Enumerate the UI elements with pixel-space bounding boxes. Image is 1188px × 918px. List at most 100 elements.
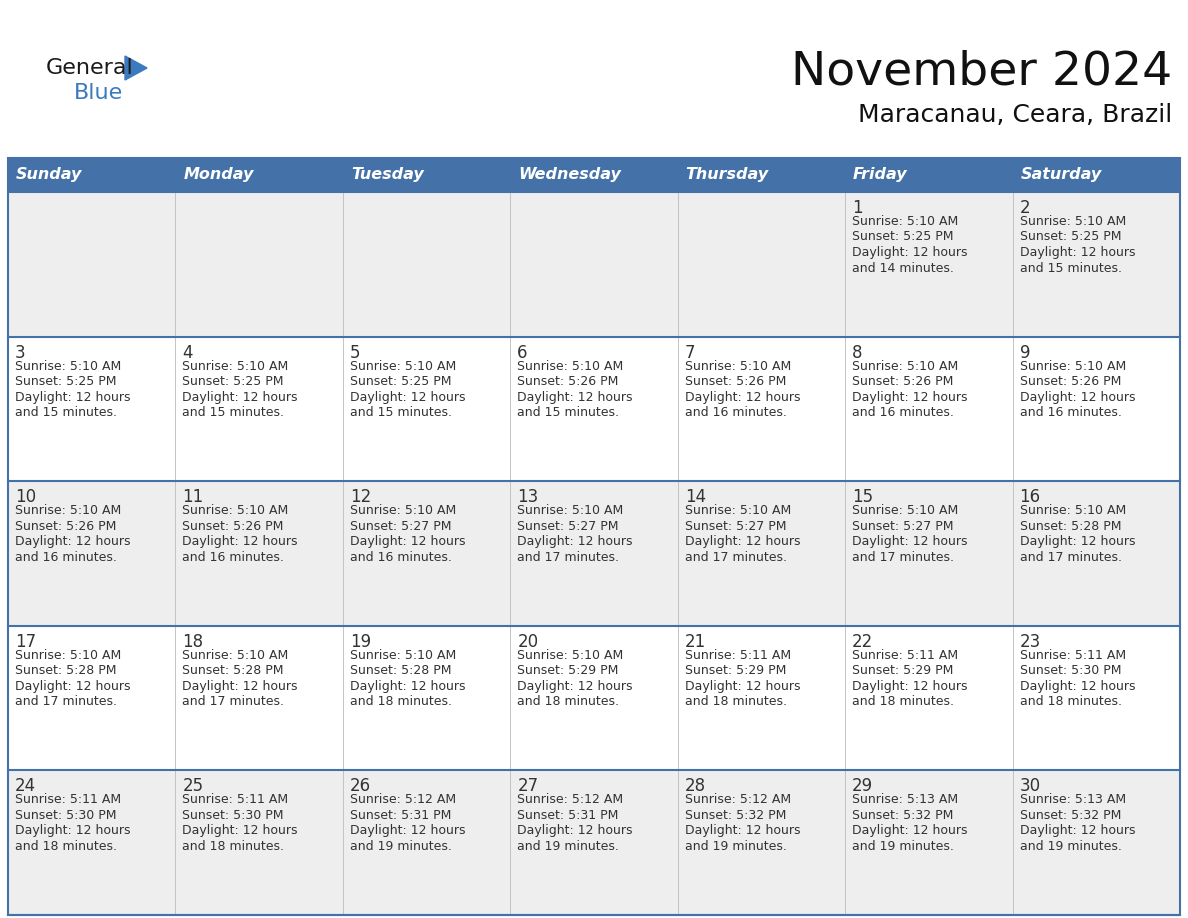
Text: Daylight: 12 hours: Daylight: 12 hours — [1019, 824, 1135, 837]
Text: Daylight: 12 hours: Daylight: 12 hours — [349, 824, 466, 837]
Text: and 19 minutes.: and 19 minutes. — [684, 840, 786, 853]
Text: and 15 minutes.: and 15 minutes. — [517, 406, 619, 420]
Text: Daylight: 12 hours: Daylight: 12 hours — [1019, 680, 1135, 693]
Text: Wednesday: Wednesday — [518, 167, 621, 183]
Text: Daylight: 12 hours: Daylight: 12 hours — [852, 680, 968, 693]
Text: and 19 minutes.: and 19 minutes. — [349, 840, 451, 853]
Text: Sunrise: 5:10 AM: Sunrise: 5:10 AM — [15, 504, 121, 517]
Text: Sunrise: 5:10 AM: Sunrise: 5:10 AM — [349, 360, 456, 373]
Text: Sunset: 5:25 PM: Sunset: 5:25 PM — [183, 375, 284, 388]
Text: 6: 6 — [517, 343, 527, 362]
Text: 14: 14 — [684, 488, 706, 506]
Text: Sunrise: 5:10 AM: Sunrise: 5:10 AM — [852, 215, 959, 228]
Text: Sunset: 5:32 PM: Sunset: 5:32 PM — [1019, 809, 1121, 822]
Text: Sunrise: 5:10 AM: Sunrise: 5:10 AM — [1019, 504, 1126, 517]
Text: 28: 28 — [684, 778, 706, 795]
Text: Sunset: 5:26 PM: Sunset: 5:26 PM — [852, 375, 954, 388]
Text: and 18 minutes.: and 18 minutes. — [183, 840, 284, 853]
Text: and 16 minutes.: and 16 minutes. — [349, 551, 451, 564]
Text: and 19 minutes.: and 19 minutes. — [852, 840, 954, 853]
Text: Daylight: 12 hours: Daylight: 12 hours — [852, 535, 968, 548]
Text: Daylight: 12 hours: Daylight: 12 hours — [183, 824, 298, 837]
Text: and 17 minutes.: and 17 minutes. — [183, 695, 284, 709]
Text: Sunset: 5:30 PM: Sunset: 5:30 PM — [1019, 665, 1121, 677]
Polygon shape — [125, 56, 147, 80]
Text: Sunrise: 5:10 AM: Sunrise: 5:10 AM — [1019, 360, 1126, 373]
Text: and 18 minutes.: and 18 minutes. — [1019, 695, 1121, 709]
Text: Sunset: 5:32 PM: Sunset: 5:32 PM — [684, 809, 786, 822]
Text: and 19 minutes.: and 19 minutes. — [1019, 840, 1121, 853]
Text: Daylight: 12 hours: Daylight: 12 hours — [183, 535, 298, 548]
Bar — [8, 337, 1180, 481]
Text: and 17 minutes.: and 17 minutes. — [852, 551, 954, 564]
Bar — [343, 158, 511, 192]
Text: Sunset: 5:29 PM: Sunset: 5:29 PM — [517, 665, 619, 677]
Text: Sunrise: 5:12 AM: Sunrise: 5:12 AM — [349, 793, 456, 806]
Text: 21: 21 — [684, 633, 706, 651]
Text: 27: 27 — [517, 778, 538, 795]
Text: Sunrise: 5:13 AM: Sunrise: 5:13 AM — [852, 793, 959, 806]
Text: 2: 2 — [1019, 199, 1030, 217]
Text: and 16 minutes.: and 16 minutes. — [183, 551, 284, 564]
Text: 8: 8 — [852, 343, 862, 362]
Text: Sunset: 5:26 PM: Sunset: 5:26 PM — [15, 520, 116, 532]
Text: Daylight: 12 hours: Daylight: 12 hours — [15, 824, 131, 837]
Bar — [511, 158, 677, 192]
Text: Sunset: 5:26 PM: Sunset: 5:26 PM — [1019, 375, 1121, 388]
Text: 3: 3 — [15, 343, 26, 362]
Text: Sunrise: 5:10 AM: Sunrise: 5:10 AM — [852, 360, 959, 373]
Text: Daylight: 12 hours: Daylight: 12 hours — [852, 390, 968, 404]
Text: and 17 minutes.: and 17 minutes. — [517, 551, 619, 564]
Text: 12: 12 — [349, 488, 371, 506]
Text: Sunrise: 5:11 AM: Sunrise: 5:11 AM — [852, 649, 959, 662]
Text: Sunrise: 5:10 AM: Sunrise: 5:10 AM — [183, 360, 289, 373]
Bar — [8, 192, 1180, 337]
Text: Sunset: 5:30 PM: Sunset: 5:30 PM — [183, 809, 284, 822]
Text: 22: 22 — [852, 633, 873, 651]
Text: Daylight: 12 hours: Daylight: 12 hours — [349, 390, 466, 404]
Text: 1: 1 — [852, 199, 862, 217]
Text: Daylight: 12 hours: Daylight: 12 hours — [183, 680, 298, 693]
Text: Daylight: 12 hours: Daylight: 12 hours — [517, 824, 633, 837]
Text: and 19 minutes.: and 19 minutes. — [517, 840, 619, 853]
Bar — [8, 481, 1180, 626]
Bar — [8, 158, 1180, 915]
Text: Friday: Friday — [853, 167, 908, 183]
Text: and 15 minutes.: and 15 minutes. — [183, 406, 284, 420]
Bar — [8, 770, 1180, 915]
Bar — [176, 158, 343, 192]
Text: 17: 17 — [15, 633, 36, 651]
Text: Daylight: 12 hours: Daylight: 12 hours — [183, 390, 298, 404]
Bar — [677, 158, 845, 192]
Text: and 18 minutes.: and 18 minutes. — [517, 695, 619, 709]
Text: Sunrise: 5:10 AM: Sunrise: 5:10 AM — [517, 649, 624, 662]
Text: Sunrise: 5:10 AM: Sunrise: 5:10 AM — [1019, 215, 1126, 228]
Text: Sunset: 5:27 PM: Sunset: 5:27 PM — [852, 520, 954, 532]
Text: 4: 4 — [183, 343, 192, 362]
Text: 7: 7 — [684, 343, 695, 362]
Text: and 17 minutes.: and 17 minutes. — [1019, 551, 1121, 564]
Text: and 14 minutes.: and 14 minutes. — [852, 262, 954, 274]
Text: Sunset: 5:30 PM: Sunset: 5:30 PM — [15, 809, 116, 822]
Text: 18: 18 — [183, 633, 203, 651]
Text: and 16 minutes.: and 16 minutes. — [15, 551, 116, 564]
Text: 11: 11 — [183, 488, 203, 506]
Text: Sunrise: 5:10 AM: Sunrise: 5:10 AM — [183, 649, 289, 662]
Text: and 16 minutes.: and 16 minutes. — [1019, 406, 1121, 420]
Text: Sunrise: 5:10 AM: Sunrise: 5:10 AM — [517, 504, 624, 517]
Text: Sunrise: 5:13 AM: Sunrise: 5:13 AM — [1019, 793, 1126, 806]
Text: Saturday: Saturday — [1020, 167, 1101, 183]
Bar — [8, 626, 1180, 770]
Text: 5: 5 — [349, 343, 360, 362]
Text: and 17 minutes.: and 17 minutes. — [15, 695, 116, 709]
Text: Sunset: 5:28 PM: Sunset: 5:28 PM — [15, 665, 116, 677]
Text: 29: 29 — [852, 778, 873, 795]
Text: and 15 minutes.: and 15 minutes. — [349, 406, 451, 420]
Text: Sunset: 5:27 PM: Sunset: 5:27 PM — [684, 520, 786, 532]
Text: 13: 13 — [517, 488, 538, 506]
Text: Daylight: 12 hours: Daylight: 12 hours — [1019, 535, 1135, 548]
Text: Sunrise: 5:10 AM: Sunrise: 5:10 AM — [15, 649, 121, 662]
Text: Sunset: 5:31 PM: Sunset: 5:31 PM — [517, 809, 619, 822]
Text: Sunday: Sunday — [15, 167, 82, 183]
Text: Sunrise: 5:11 AM: Sunrise: 5:11 AM — [183, 793, 289, 806]
